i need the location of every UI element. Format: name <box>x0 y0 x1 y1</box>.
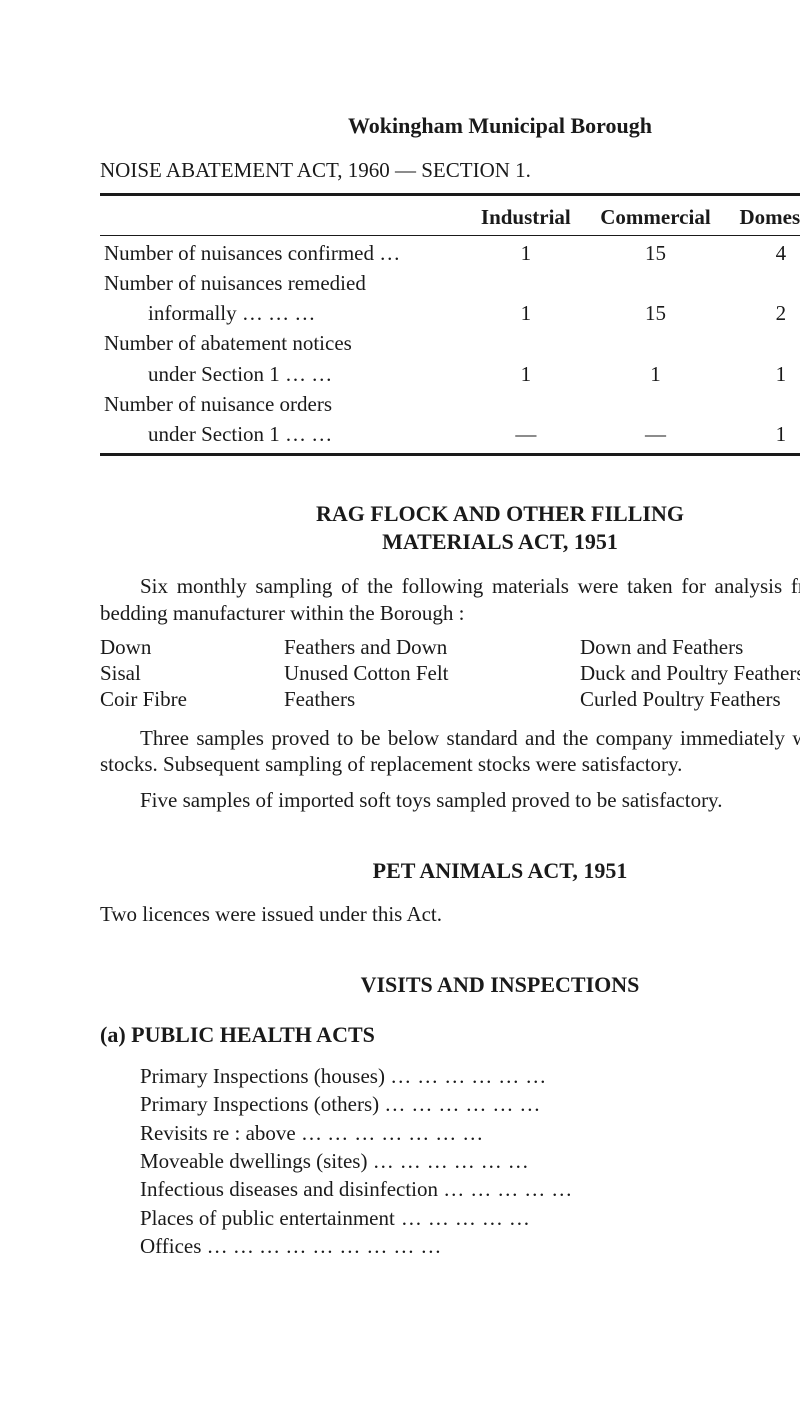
material-item: Duck and Poultry Feathers <box>580 660 800 686</box>
row-label: Number of abatement notices <box>100 328 467 358</box>
material-item: Coir Fibre <box>100 686 284 712</box>
material-item: Feathers <box>284 686 580 712</box>
visit-row: Primary Inspections (others) … …………… 101 <box>140 1090 800 1118</box>
leader-dots: …………… <box>405 1090 800 1118</box>
visit-row: Revisits re : above … … …………… 82 <box>140 1119 800 1147</box>
table-row: under Section 1 … … 1 1 1 3 <box>100 359 800 389</box>
table-row: Number of abatement notices <box>100 328 800 358</box>
rag-heading-1: RAG FLOCK AND OTHER FILLING <box>100 500 800 528</box>
visit-label: Primary Inspections (others) … <box>140 1090 405 1118</box>
visit-row: Infectious diseases and disinfection … …… <box>140 1175 800 1203</box>
visit-label: Places of public entertainment <box>140 1204 395 1232</box>
noise-table: Industrial Commercial Domestic Total Num… <box>100 202 800 460</box>
table-header-row: Industrial Commercial Domestic Total <box>100 202 800 232</box>
visit-row: Places of public entertainment …………… 5 <box>140 1204 800 1232</box>
material-item: Sisal <box>100 660 284 686</box>
cell-domestic: 2 <box>726 298 800 328</box>
visit-row: Primary Inspections (houses) … …………… 41 <box>140 1062 800 1090</box>
row-label-indent: informally … … … <box>100 298 467 328</box>
cell-industrial: 1 <box>467 298 584 328</box>
doc-title: Wokingham Municipal Borough <box>100 112 800 140</box>
rag-para-2: Three samples proved to be below standar… <box>100 725 800 778</box>
cell-domestic: 1 <box>726 359 800 389</box>
material-item: Down and Feathers <box>580 634 800 660</box>
header-blank <box>100 202 467 232</box>
table-rule-bottom <box>100 453 800 456</box>
table-row: Number of nuisance orders <box>100 389 800 419</box>
table-row: Number of nuisances confirmed … 1 15 4 2… <box>100 238 800 268</box>
rag-heading-2: MATERIALS ACT, 1951 <box>100 528 800 556</box>
cell-domestic: 4 <box>726 238 800 268</box>
visit-label: Moveable dwellings (sites) … <box>140 1147 394 1175</box>
visit-label: Offices … … … … <box>140 1232 306 1260</box>
row-label: Number of nuisance orders <box>100 389 467 419</box>
cell-commercial: 1 <box>585 359 727 389</box>
leader-dots: …………… <box>394 1147 800 1175</box>
rag-para-3: Five samples of imported soft toys sampl… <box>100 787 800 813</box>
table-row: informally … … … 1 15 2 18 <box>100 298 800 328</box>
table-rule-header <box>100 235 800 236</box>
cell-commercial: 15 <box>585 298 727 328</box>
noise-act-line: NOISE ABATEMENT ACT, 1960 — SECTION 1. <box>100 157 800 183</box>
leader-dots: …………… <box>348 1119 800 1147</box>
material-item: Down <box>100 634 284 660</box>
cell-industrial: — <box>467 419 584 449</box>
visits-heading: VISITS AND INSPECTIONS <box>100 971 800 999</box>
header-commercial: Commercial <box>585 202 727 232</box>
materials-grid: Down Sisal Coir Fibre Feathers and Down … <box>100 634 800 713</box>
cell-industrial: 1 <box>467 359 584 389</box>
rag-para-1: Six monthly sampling of the following ma… <box>100 573 800 626</box>
leader-dots: ………… <box>464 1175 800 1203</box>
table-rule-top <box>100 193 800 196</box>
row-label: Number of nuisances confirmed … <box>100 238 467 268</box>
header-domestic: Domestic <box>726 202 800 232</box>
pet-heading: PET ANIMALS ACT, 1951 <box>100 857 800 885</box>
visit-label: Infectious diseases and disinfection … <box>140 1175 464 1203</box>
table-row: Number of nuisances remedied <box>100 268 800 298</box>
visit-row: Offices … … … … …………… 120 <box>140 1232 800 1260</box>
row-sublabel: under Section 1 … … <box>148 422 332 446</box>
leader-dots: …………… <box>395 1204 800 1232</box>
material-item: Curled Poultry Feathers <box>580 686 800 712</box>
visit-row: Moveable dwellings (sites) … …………… 11 <box>140 1147 800 1175</box>
row-label: Number of nuisances remedied <box>100 268 467 298</box>
material-item: Unused Cotton Felt <box>284 660 580 686</box>
row-label-indent: under Section 1 … … <box>100 359 467 389</box>
visit-label: Primary Inspections (houses) … <box>140 1062 411 1090</box>
leader-dots: …………… <box>306 1232 800 1260</box>
pet-text: Two licences were issued under this Act. <box>100 901 800 927</box>
row-sublabel: under Section 1 … … <box>148 362 332 386</box>
header-industrial: Industrial <box>467 202 584 232</box>
table-row: under Section 1 … … — — 1 1 <box>100 419 800 449</box>
row-sublabel: informally … … … <box>148 301 315 325</box>
visits-subsection-a: (a) PUBLIC HEALTH ACTS <box>100 1021 800 1049</box>
leader-dots: …………… <box>411 1062 800 1090</box>
material-item: Feathers and Down <box>284 634 580 660</box>
cell-commercial: 15 <box>585 238 727 268</box>
page-number: 26 <box>100 60 800 88</box>
cell-industrial: 1 <box>467 238 584 268</box>
cell-domestic: 1 <box>726 419 800 449</box>
visits-list: Primary Inspections (houses) … …………… 41 … <box>140 1062 800 1260</box>
visit-label: Revisits re : above … … <box>140 1119 348 1147</box>
row-label-indent: under Section 1 … … <box>100 419 467 449</box>
cell-commercial: — <box>585 419 727 449</box>
